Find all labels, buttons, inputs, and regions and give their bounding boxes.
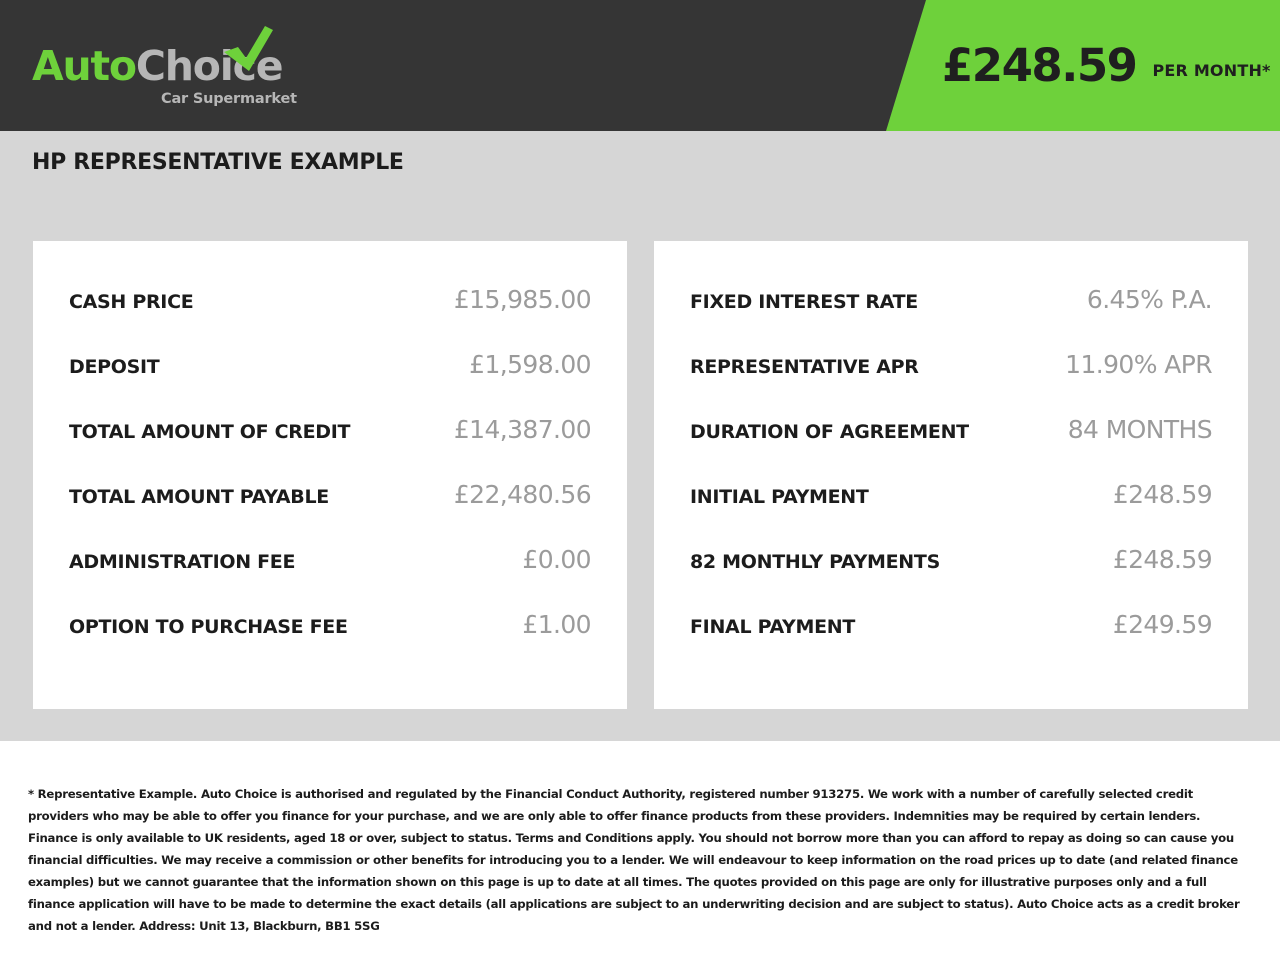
table-row: 82 MONTHLY PAYMENTS £248.59 <box>690 545 1213 610</box>
finance-example-section: HP REPRESENTATIVE EXAMPLE CASH PRICE £15… <box>0 131 1280 741</box>
row-label: INITIAL PAYMENT <box>690 486 869 508</box>
row-value: £1.00 <box>522 610 591 639</box>
row-value: £248.59 <box>1112 480 1213 509</box>
brand-logo[interactable]: AutoChoice Car Supermarket <box>32 26 362 108</box>
disclaimer-text: * Representative Example. Auto Choice is… <box>28 786 1240 933</box>
logo-tagline: Car Supermarket <box>161 91 297 107</box>
price-period-label: PER MONTH* <box>1152 61 1271 80</box>
logo-brand-first: Auto <box>32 42 137 90</box>
table-row: TOTAL AMOUNT OF CREDIT £14,387.00 <box>69 415 592 480</box>
row-label: FINAL PAYMENT <box>690 616 856 638</box>
row-value: £249.59 <box>1112 610 1213 639</box>
price-amount: £248.59 <box>942 39 1138 92</box>
table-row: FINAL PAYMENT £249.59 <box>690 610 1213 675</box>
row-value: £1,598.00 <box>469 350 591 379</box>
page-footer: * Representative Example. Auto Choice is… <box>0 741 1280 960</box>
row-value: 6.45% P.A. <box>1086 285 1213 314</box>
row-value: £15,985.00 <box>453 285 592 314</box>
row-label: 82 MONTHLY PAYMENTS <box>690 551 940 573</box>
page-title: HP REPRESENTATIVE EXAMPLE <box>32 150 404 175</box>
row-value: 84 MONTHS <box>1067 415 1213 444</box>
row-label: FIXED INTEREST RATE <box>690 291 918 313</box>
table-row: FIXED INTEREST RATE 6.45% P.A. <box>690 285 1213 350</box>
table-row: DEPOSIT £1,598.00 <box>69 350 592 415</box>
check-tick-icon <box>224 26 273 71</box>
table-row: OPTION TO PURCHASE FEE £1.00 <box>69 610 592 675</box>
row-value: £0.00 <box>522 545 591 574</box>
row-label: DEPOSIT <box>69 356 160 378</box>
row-value: £22,480.56 <box>453 480 592 509</box>
finance-panels: CASH PRICE £15,985.00 DEPOSIT £1,598.00 … <box>33 241 1248 709</box>
row-label: REPRESENTATIVE APR <box>690 356 919 378</box>
right-finance-panel: FIXED INTEREST RATE 6.45% P.A. REPRESENT… <box>654 241 1248 709</box>
row-value: £248.59 <box>1112 545 1213 574</box>
row-value: £14,387.00 <box>453 415 592 444</box>
left-finance-panel: CASH PRICE £15,985.00 DEPOSIT £1,598.00 … <box>33 241 627 709</box>
row-label: TOTAL AMOUNT PAYABLE <box>69 486 329 508</box>
table-row: CASH PRICE £15,985.00 <box>69 285 592 350</box>
table-row: DURATION OF AGREEMENT 84 MONTHS <box>690 415 1213 480</box>
row-label: ADMINISTRATION FEE <box>69 551 296 573</box>
row-label: TOTAL AMOUNT OF CREDIT <box>69 421 351 443</box>
monthly-price-banner: £248.59 PER MONTH* <box>886 0 1280 131</box>
table-row: ADMINISTRATION FEE £0.00 <box>69 545 592 610</box>
row-label: DURATION OF AGREEMENT <box>690 421 969 443</box>
table-row: TOTAL AMOUNT PAYABLE £22,480.56 <box>69 480 592 545</box>
table-row: INITIAL PAYMENT £248.59 <box>690 480 1213 545</box>
table-row: REPRESENTATIVE APR 11.90% APR <box>690 350 1213 415</box>
page-header: AutoChoice Car Supermarket £248.59 PER M… <box>0 0 1280 131</box>
row-label: CASH PRICE <box>69 291 194 313</box>
row-label: OPTION TO PURCHASE FEE <box>69 616 348 638</box>
row-value: 11.90% APR <box>1065 350 1212 379</box>
